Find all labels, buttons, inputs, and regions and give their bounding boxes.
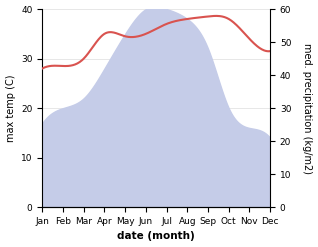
X-axis label: date (month): date (month)	[117, 231, 195, 242]
Y-axis label: max temp (C): max temp (C)	[5, 74, 16, 142]
Y-axis label: med. precipitation (kg/m2): med. precipitation (kg/m2)	[302, 43, 313, 174]
